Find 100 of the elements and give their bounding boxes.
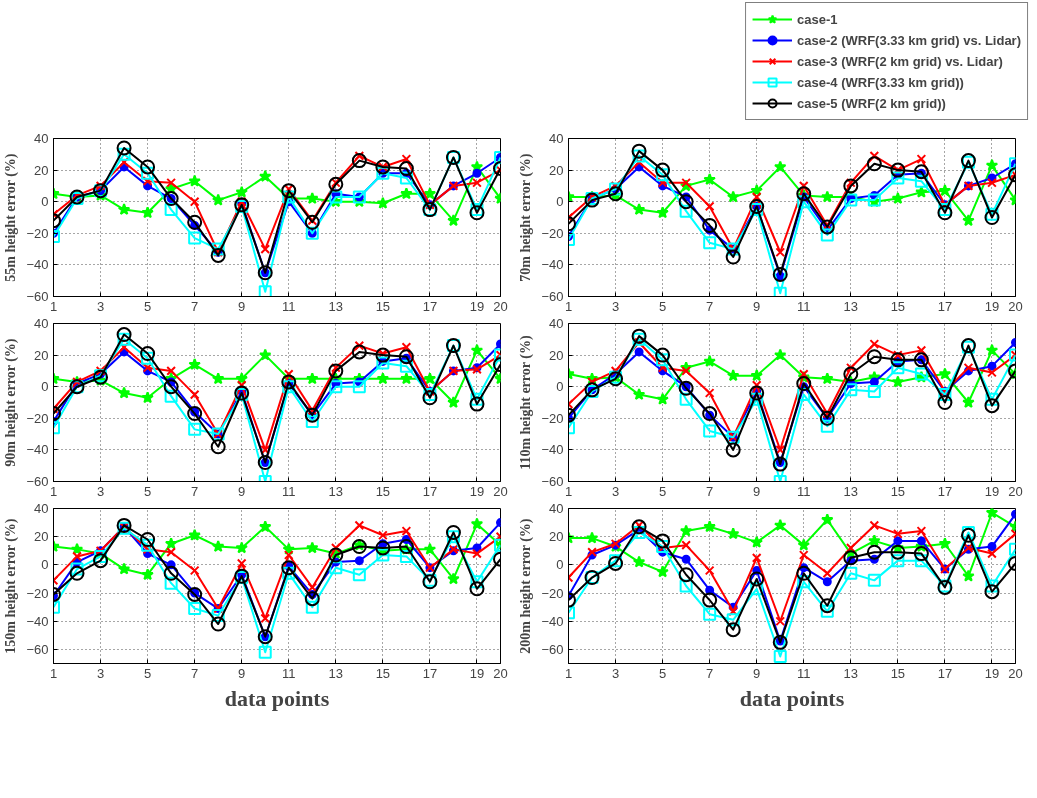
y-tick-label: −40 <box>26 442 49 458</box>
x-tick-label: 3 <box>611 665 620 681</box>
x-tick-label: 5 <box>658 665 667 681</box>
y-tick-label: 40 <box>34 131 49 146</box>
x-tick-label: 13 <box>843 665 859 681</box>
x-axis-title: data points <box>739 685 845 711</box>
y-tick-label: −40 <box>541 613 564 629</box>
x-tick-label: 5 <box>658 298 667 314</box>
y-tick-label: −20 <box>26 585 49 601</box>
x-tick-label: 1 <box>564 483 573 499</box>
x-tick-label: 5 <box>658 483 667 499</box>
y-tick-label: −20 <box>26 410 49 426</box>
y-tick-label: 20 <box>34 529 49 545</box>
x-tick-label: 9 <box>753 665 761 681</box>
y-tick-label: −20 <box>541 585 564 601</box>
y-tick-label: −40 <box>541 257 564 273</box>
x-tick-label: 13 <box>843 298 859 314</box>
x-tick-label: 13 <box>328 665 344 681</box>
x-tick-label: 13 <box>328 483 344 499</box>
x-tick-label: 9 <box>238 298 246 314</box>
x-tick-label: 17 <box>422 298 438 314</box>
x-tick-label: 11 <box>282 483 296 499</box>
y-tick-label: 20 <box>34 162 49 178</box>
x-tick-label: 5 <box>143 483 152 499</box>
x-tick-label: 19 <box>469 483 485 499</box>
x-tick-label: 7 <box>191 298 199 314</box>
x-tick-label: 5 <box>143 665 152 681</box>
x-tick-label: 15 <box>375 665 391 681</box>
y-axis-title: 55m height error (%) <box>3 153 20 282</box>
y-tick-label: −60 <box>26 289 49 304</box>
x-tick-label: 11 <box>797 665 811 681</box>
y-tick-label: 40 <box>549 501 564 516</box>
x-tick-label: 15 <box>375 483 391 499</box>
x-tick-label: 9 <box>238 483 246 499</box>
x-tick-label: 9 <box>753 298 761 314</box>
x-tick-label: 20 <box>1008 665 1023 681</box>
x-tick-label: 20 <box>493 483 508 499</box>
y-tick-label: 0 <box>41 194 49 210</box>
x-tick-label: 3 <box>611 298 620 314</box>
x-tick-label: 5 <box>143 298 152 314</box>
y-tick-label: −60 <box>541 474 564 489</box>
x-tick-label: 7 <box>706 483 714 499</box>
y-tick-label: −60 <box>26 474 49 489</box>
y-tick-label: −60 <box>541 289 564 304</box>
x-tick-label: 1 <box>564 665 573 681</box>
x-tick-label: 11 <box>282 665 296 681</box>
x-tick-label: 3 <box>96 483 105 499</box>
y-tick-label: 20 <box>549 529 564 545</box>
x-tick-label: 19 <box>984 298 1000 314</box>
x-tick-label: 9 <box>238 665 246 681</box>
x-tick-label: 15 <box>890 665 906 681</box>
x-tick-label: 1 <box>49 298 58 314</box>
x-tick-label: 7 <box>706 298 714 314</box>
y-tick-label: 40 <box>549 316 564 331</box>
x-tick-label: 20 <box>493 665 508 681</box>
y-tick-label: 0 <box>41 557 49 573</box>
x-tick-label: 20 <box>493 298 508 314</box>
x-tick-label: 20 <box>1008 483 1023 499</box>
x-tick-label: 3 <box>96 665 105 681</box>
x-tick-label: 1 <box>564 298 573 314</box>
y-tick-label: 40 <box>549 131 564 146</box>
y-tick-label: −20 <box>541 410 564 426</box>
x-axis-title: data points <box>224 685 330 711</box>
x-tick-label: 7 <box>706 665 714 681</box>
x-tick-label: 1 <box>49 483 58 499</box>
legend-label: case-4 (WRF(3.33 km grid)) <box>797 73 964 91</box>
y-tick-label: 0 <box>556 379 564 395</box>
x-tick-label: 19 <box>984 665 1000 681</box>
x-tick-label: 15 <box>890 483 906 499</box>
x-tick-label: 17 <box>422 483 438 499</box>
y-tick-label: −60 <box>26 641 49 657</box>
y-axis-title: 150m height error (%) <box>3 518 20 654</box>
y-axis-title: 200m height error (%) <box>518 518 535 654</box>
x-tick-label: 15 <box>375 298 391 314</box>
y-tick-label: 20 <box>549 347 564 363</box>
x-tick-label: 19 <box>469 665 485 681</box>
legend-label: case-3 (WRF(2 km grid) vs. Lidar) <box>797 52 1003 70</box>
x-tick-label: 3 <box>611 483 620 499</box>
x-tick-label: 9 <box>753 483 761 499</box>
y-tick-label: 40 <box>34 501 49 516</box>
y-tick-label: −60 <box>541 641 564 657</box>
y-tick-label: 20 <box>549 162 564 178</box>
x-tick-label: 15 <box>890 298 906 314</box>
x-tick-label: 19 <box>984 483 1000 499</box>
x-tick-label: 11 <box>797 483 811 499</box>
y-axis-title: 110m height error (%) <box>518 335 535 470</box>
x-tick-label: 11 <box>797 298 811 314</box>
legend-label: case-2 (WRF(3.33 km grid) vs. Lidar) <box>797 31 1021 49</box>
x-tick-label: 1 <box>49 665 58 681</box>
legend-label: case-5 (WRF(2 km grid)) <box>797 94 946 112</box>
x-tick-label: 7 <box>191 665 199 681</box>
x-tick-label: 11 <box>282 298 296 314</box>
y-axis-title: 70m height error (%) <box>518 153 535 282</box>
x-tick-label: 17 <box>422 665 438 681</box>
y-tick-label: 0 <box>41 379 49 395</box>
x-tick-label: 17 <box>937 483 953 499</box>
x-tick-label: 3 <box>96 298 105 314</box>
x-tick-label: 17 <box>937 298 953 314</box>
y-tick-label: −40 <box>26 613 49 629</box>
y-axis-title: 90m height error (%) <box>3 338 20 467</box>
